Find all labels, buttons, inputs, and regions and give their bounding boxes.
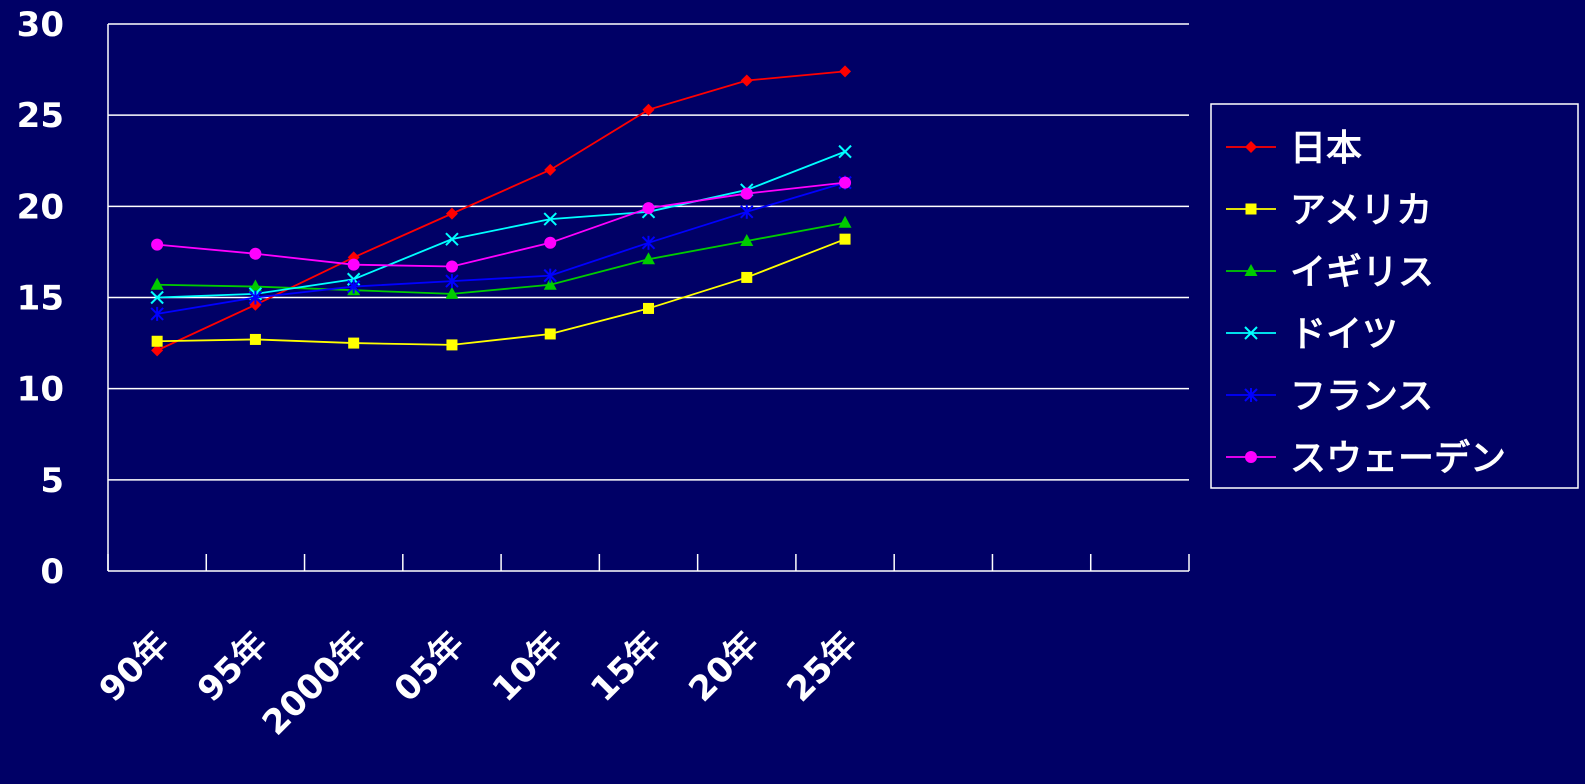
data-point (150, 277, 164, 290)
legend-label: ドイツ (1290, 314, 1398, 355)
axes (107, 24, 1190, 572)
data-point (642, 252, 655, 265)
data-point (543, 277, 557, 290)
data-point (445, 232, 459, 246)
data-point (346, 279, 361, 294)
legend-label: イギリス (1290, 252, 1434, 293)
data-point (838, 144, 852, 159)
series-line (157, 181, 846, 268)
legend-item: ドイツ (1226, 314, 1398, 355)
data-point (544, 163, 557, 176)
x-tick-label: 2000年 (255, 624, 374, 743)
data-point (1244, 388, 1258, 402)
legend-item: イギリス (1226, 252, 1434, 293)
series-1 (151, 233, 851, 351)
series-0 (151, 65, 852, 357)
series-group (150, 65, 852, 357)
data-point (643, 302, 654, 314)
y-tick-label: 25 (17, 96, 64, 136)
data-point (1244, 264, 1258, 276)
data-point (151, 344, 164, 357)
series-5 (151, 176, 852, 273)
series-line (157, 150, 846, 299)
y-tick-label: 15 (17, 279, 64, 319)
data-point (544, 236, 557, 249)
legend-box (1210, 103, 1579, 489)
legend-item: スウェーデン (1226, 437, 1506, 479)
legend-label: スウェーデン (1290, 437, 1506, 479)
data-point (445, 260, 458, 273)
data-point (151, 238, 164, 251)
data-point (543, 212, 557, 226)
data-point (740, 187, 753, 200)
data-point (151, 335, 163, 347)
data-point (1245, 141, 1257, 153)
x-tick-label: 25年 (780, 624, 866, 710)
data-point (248, 279, 262, 292)
data-point (347, 258, 360, 271)
data-point (248, 290, 263, 305)
legend-item: フランス (1226, 376, 1433, 417)
x-tick-label: 20年 (681, 624, 767, 710)
x-tick-label: 90年 (92, 624, 178, 710)
data-point (642, 202, 655, 215)
legend-label: アメリカ (1290, 190, 1432, 231)
y-tick-label: 10 (17, 370, 64, 410)
series-line (157, 238, 846, 346)
y-tick-label: 5 (40, 461, 64, 501)
data-point (348, 337, 360, 349)
data-point (445, 286, 459, 299)
x-tick-label: 15年 (583, 624, 669, 710)
data-point (544, 328, 556, 340)
data-point (249, 333, 261, 345)
data-point (249, 247, 262, 260)
x-tick-label: 10年 (485, 624, 571, 710)
data-point (1244, 326, 1258, 340)
data-point (641, 235, 656, 250)
data-point (839, 65, 852, 78)
data-point (445, 207, 458, 220)
data-point (150, 290, 164, 305)
data-point (1245, 203, 1257, 215)
data-point (838, 215, 852, 228)
series-line (156, 70, 846, 352)
data-point (543, 268, 557, 283)
legend-item: 日本 (1226, 128, 1362, 169)
data-point (740, 233, 754, 246)
y-axis-ticks: 0 5 10 15 20 25 30 (17, 5, 64, 592)
legend-label: 日本 (1290, 128, 1362, 169)
data-point (445, 274, 459, 289)
y-tick-label: 30 (17, 5, 64, 45)
data-point (839, 176, 852, 189)
data-point (642, 103, 655, 116)
series-line (157, 221, 846, 295)
data-point (740, 204, 754, 219)
y-tick-label: 0 (40, 552, 64, 592)
legend-label: フランス (1290, 376, 1433, 417)
data-point (446, 339, 458, 351)
data-point (741, 271, 753, 283)
y-tick-label: 20 (17, 187, 64, 227)
series-line (156, 181, 846, 315)
data-point (839, 233, 851, 245)
x-tick-label: 95年 (190, 624, 276, 710)
gridlines (108, 23, 1189, 481)
x-tick-label: 05年 (387, 624, 473, 710)
data-point (1245, 451, 1257, 463)
legend-item: アメリカ (1226, 190, 1432, 231)
data-point (740, 74, 753, 87)
data-point (150, 306, 164, 321)
